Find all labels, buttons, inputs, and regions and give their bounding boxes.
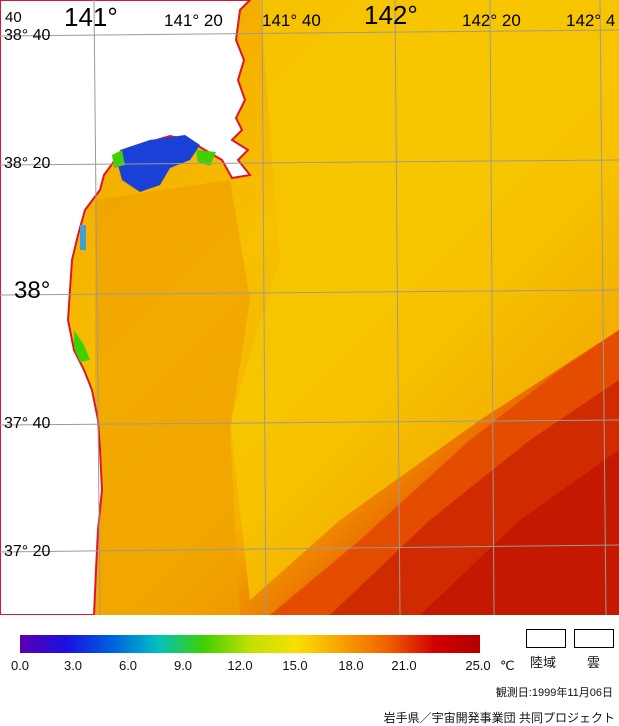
observation-date: 観測日:1999年11月06日 [495,687,613,699]
sst-map: 40 141° 141° 20 141° 40 142° 142° 20 142… [0,0,619,615]
sea-mild-zone [230,0,619,600]
lat-label-38-40: 38° 40 [4,27,51,44]
lon-label-142: 142° [364,0,418,30]
tick-label-0: 0.0 [10,658,30,673]
lon-corner-label: 40 [5,9,22,26]
lat-label-37-20: 37° 20 [4,543,51,560]
tick-label-12: 12.0 [227,658,253,673]
sea-hot-core [420,450,619,615]
lon-label-141-40: 141° 40 [262,11,321,30]
tick-label-15: 15.0 [282,658,308,673]
lon-label-141: 141° [64,2,118,32]
tick-label-18: 18.0 [338,658,364,673]
lon-label-142-20: 142° 20 [462,11,521,30]
lon-label-142-40: 142° 4 [566,11,615,30]
legend: 0.0 3.0 6.0 9.0 12.0 15.0 18.0 21.0 25.0… [0,615,619,725]
cloud-swatch [574,629,614,648]
tick-label-25: 25.0 [465,658,491,673]
graticule [0,0,619,615]
coastal-cool-strip [74,330,90,362]
cool-water-patch [112,150,125,168]
tick-label-3: 3.0 [63,658,83,673]
lon-label-141-20: 141° 20 [164,11,223,30]
cool-water-patch-2 [196,150,216,166]
lat-label-37-40: 37° 40 [4,415,51,432]
tick-label-6: 6.0 [118,658,138,673]
land-swatch [526,629,566,648]
lat-label-38: 38° [14,277,50,304]
temperature-colorbar [20,635,480,653]
land-label: 陸域 [530,655,557,670]
sst-map-svg: 40 141° 141° 20 141° 40 142° 142° 20 142… [0,0,619,615]
credit-line: 岩手県／宇宙開発事業団 共同プロジェクト [383,711,615,725]
lat-label-38-20: 38° 20 [4,155,51,172]
coastal-cool-strip-2 [80,225,86,250]
sea-coastal-zone [95,180,250,615]
unit-label: ℃ [500,658,515,673]
tick-label-21: 21.0 [391,658,417,673]
tick-label-9: 9.0 [173,658,193,673]
cloud-label: 雲 [587,655,601,670]
